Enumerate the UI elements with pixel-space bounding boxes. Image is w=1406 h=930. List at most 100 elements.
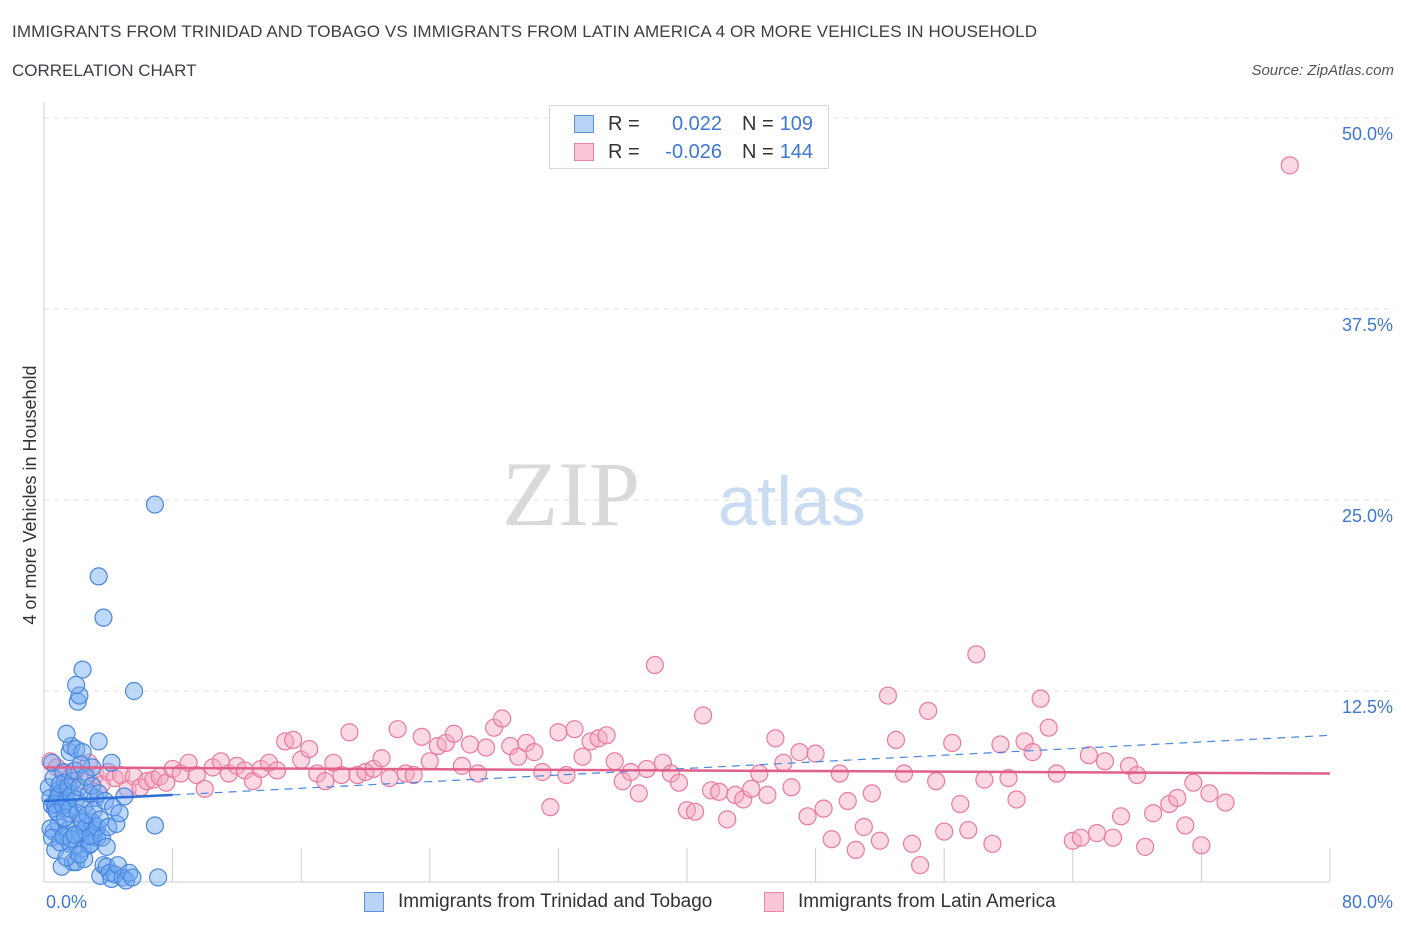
data-point-latin-america xyxy=(862,784,881,803)
data-point-trinidad xyxy=(70,686,89,705)
data-point-latin-america xyxy=(1095,752,1115,771)
data-point-trinidad xyxy=(149,868,168,887)
data-point-latin-america xyxy=(1136,837,1155,856)
trend-line-trinidad xyxy=(43,793,173,803)
data-point-latin-america xyxy=(878,686,898,705)
data-point-latin-america xyxy=(782,778,801,797)
legend-row-trinidad: R = 0.022 N = 109 xyxy=(574,111,813,137)
data-point-latin-america xyxy=(798,807,817,826)
data-point-trinidad xyxy=(52,857,71,876)
data-point-latin-america xyxy=(597,726,616,745)
data-point-latin-america xyxy=(1111,807,1131,826)
data-point-latin-america xyxy=(637,759,656,779)
data-point-latin-america xyxy=(1280,156,1299,175)
legend-n-label: N = xyxy=(742,140,774,163)
data-point-latin-america xyxy=(300,739,319,759)
data-point-latin-america xyxy=(1176,816,1195,835)
watermark: ZIP atlas xyxy=(502,443,866,545)
data-point-latin-america xyxy=(766,729,785,748)
data-point-trinidad xyxy=(70,845,89,864)
data-point-trinidad xyxy=(107,814,126,834)
data-point-latin-america xyxy=(476,738,496,757)
data-point-latin-america xyxy=(693,706,713,725)
data-point-latin-america xyxy=(420,752,439,771)
data-point-trinidad xyxy=(89,567,108,586)
data-point-latin-america xyxy=(541,798,560,817)
data-point-latin-america xyxy=(750,764,769,783)
data-point-latin-america xyxy=(1047,764,1066,783)
data-point-latin-america xyxy=(838,791,857,811)
data-point-latin-america xyxy=(372,749,391,768)
bottom-legend-label: Immigrants from Trinidad and Tobago xyxy=(398,891,713,912)
data-point-latin-america xyxy=(284,730,303,749)
tick-labels: 12.5% 25.0% 37.5% 50.0% 0.0% 80.0% xyxy=(46,124,1393,912)
data-point-latin-america xyxy=(959,820,978,840)
bottom-legend-swatch-blue xyxy=(364,892,384,912)
data-point-latin-america xyxy=(742,779,761,798)
data-point-latin-america xyxy=(758,785,777,805)
data-point-latin-america xyxy=(967,645,986,664)
series-trinidad-points xyxy=(39,495,168,890)
data-point-trinidad xyxy=(94,608,113,627)
y-tick-label: 25.0% xyxy=(1342,506,1393,526)
data-point-latin-america xyxy=(975,770,994,789)
y-tick-label: 12.5% xyxy=(1342,697,1393,717)
data-point-latin-america xyxy=(999,768,1018,788)
data-point-latin-america xyxy=(1184,773,1203,792)
data-point-latin-america xyxy=(1216,793,1235,812)
source-label: Source: ZipAtlas.com xyxy=(1251,62,1394,79)
data-point-latin-america xyxy=(951,794,970,814)
x-tick-label: 80.0% xyxy=(1342,892,1393,912)
trend-line-trinidad-extension xyxy=(172,734,1331,796)
data-point-latin-america xyxy=(460,735,480,754)
data-point-latin-america xyxy=(806,744,825,763)
data-point-latin-america xyxy=(493,709,512,728)
legend-n-label: N = xyxy=(742,112,774,135)
data-point-trinidad xyxy=(145,495,165,514)
bottom-legend-latin-america: Immigrants from Latin America xyxy=(764,889,1056,915)
chart-title: IMMIGRANTS FROM TRINIDAD AND TOBAGO VS I… xyxy=(12,22,1038,41)
watermark-atlas: atlas xyxy=(718,462,866,540)
bottom-legend-label: Immigrants from Latin America xyxy=(798,891,1056,912)
data-point-latin-america xyxy=(886,730,906,749)
bottom-legend-trinidad: Immigrants from Trinidad and Tobago xyxy=(364,889,712,915)
data-point-latin-america xyxy=(991,735,1010,754)
data-point-latin-america xyxy=(894,764,914,783)
stats-legend: R = 0.022 N = 109 R = -0.026 N = 144 xyxy=(549,105,829,169)
data-point-latin-america xyxy=(645,655,664,675)
data-point-trinidad xyxy=(57,724,76,743)
data-point-latin-america xyxy=(814,799,833,818)
data-point-latin-america xyxy=(1127,765,1147,785)
trend-line-latin-america xyxy=(43,766,1331,775)
data-point-trinidad xyxy=(110,804,129,823)
data-point-trinidad xyxy=(145,816,165,835)
data-point-trinidad xyxy=(123,868,142,887)
data-point-trinidad xyxy=(83,776,102,795)
legend-r-value: 0.022 xyxy=(671,112,722,135)
data-point-latin-america xyxy=(629,784,648,803)
data-point-latin-america xyxy=(685,802,705,821)
data-point-latin-america xyxy=(846,840,865,860)
data-point-latin-america xyxy=(1103,828,1123,847)
data-point-latin-america xyxy=(710,782,729,801)
data-point-latin-america xyxy=(565,720,584,739)
grid-lines xyxy=(44,117,1395,692)
data-point-latin-america xyxy=(822,830,841,849)
data-point-latin-america xyxy=(1200,784,1219,803)
legend-swatch-pink xyxy=(574,143,594,161)
legend-n-value: 144 xyxy=(779,140,814,163)
data-point-latin-america xyxy=(444,724,464,743)
data-point-latin-america xyxy=(340,723,359,742)
data-point-trinidad xyxy=(89,732,108,751)
data-point-trinidad xyxy=(97,837,116,856)
data-point-latin-america xyxy=(1031,689,1050,708)
data-point-latin-america xyxy=(573,747,592,766)
data-point-latin-america xyxy=(388,720,407,739)
data-point-latin-america xyxy=(412,727,431,746)
legend-n-value: 109 xyxy=(779,112,814,135)
data-point-latin-america xyxy=(1039,718,1058,737)
data-point-latin-america xyxy=(919,701,938,720)
data-point-latin-america xyxy=(902,834,922,853)
data-point-latin-america xyxy=(605,752,624,771)
